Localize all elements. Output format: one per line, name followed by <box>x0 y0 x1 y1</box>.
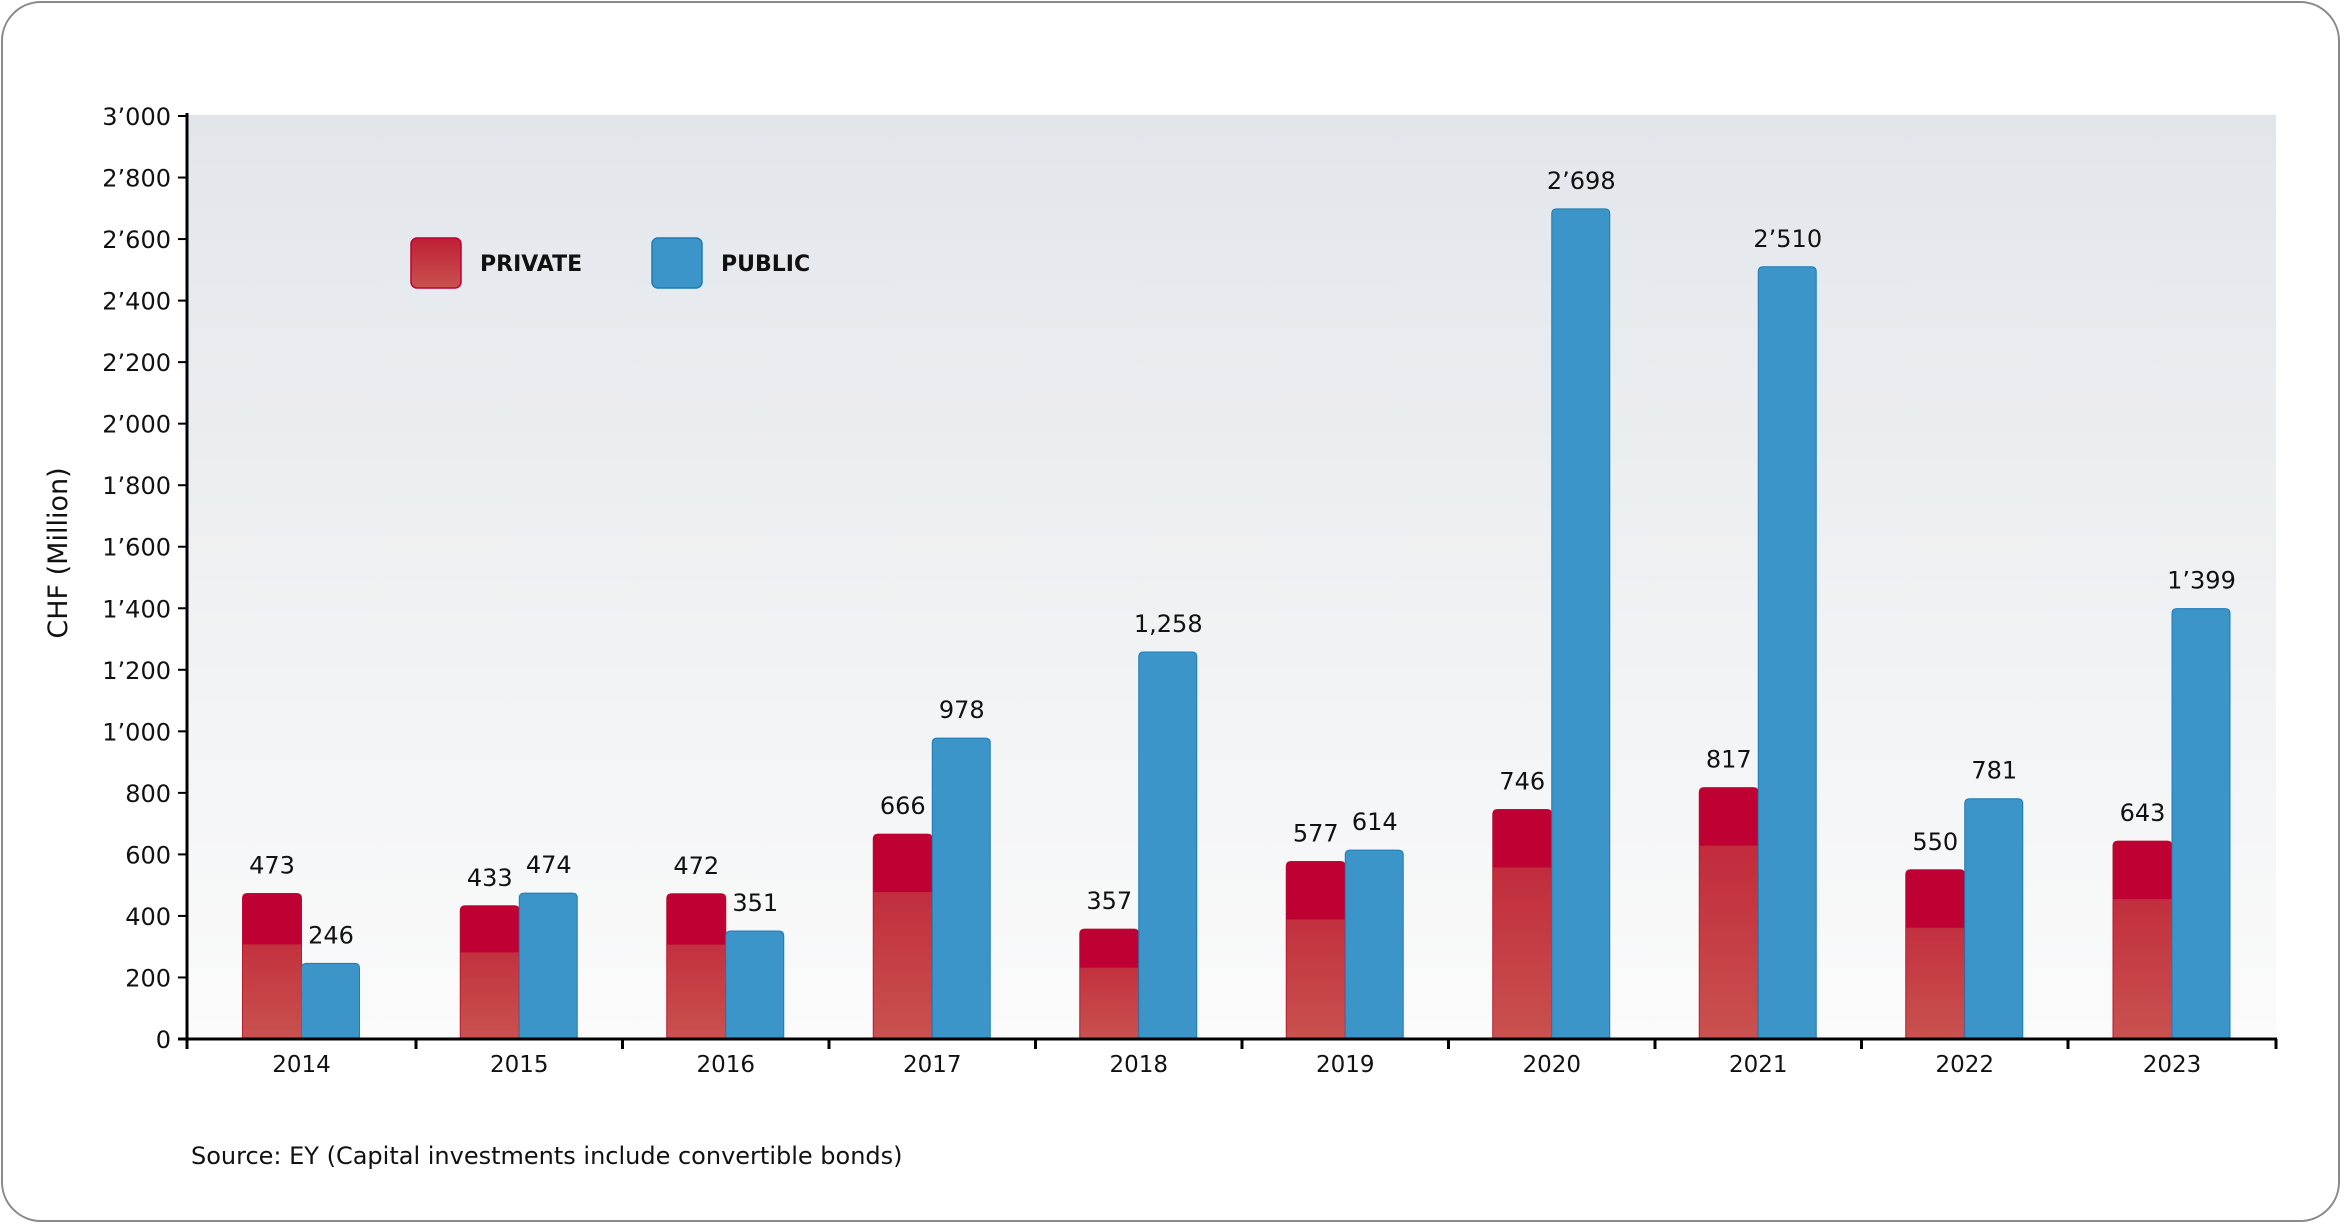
legend-swatch-public <box>651 237 703 289</box>
axes-group <box>178 113 2278 1049</box>
value-label-public-2016: 351 <box>732 889 778 917</box>
x-ticks-group: 2014 2015 2016 2017 2018 2019 2020 2021 2022 2023 <box>272 1052 2201 1078</box>
value-label-public-2018: 1,258 <box>1134 610 1203 638</box>
bar-private-top-band <box>1079 929 1139 968</box>
bar-public-2020 <box>1551 208 1611 1040</box>
x-tick-label-2020: 2020 <box>1522 1052 1581 1078</box>
bar-private-top-band <box>242 893 302 945</box>
value-labels-group: 473 246 433 474 472 351 666 978 357 1,258 577 614 74… <box>249 167 2236 949</box>
x-tick-label-2015: 2015 <box>490 1052 549 1078</box>
value-label-public-2023: 1’399 <box>2167 567 2236 595</box>
value-label-private-2022: 550 <box>1912 828 1958 856</box>
y-tick-label: 2’000 <box>102 411 171 439</box>
x-tick-label-2014: 2014 <box>272 1052 331 1078</box>
bar-private-top-band <box>1492 809 1552 868</box>
source-note: Source: EY (Capital investments include … <box>191 1142 903 1170</box>
bar-private-2018 <box>1079 928 1140 1040</box>
x-tick-label-2022: 2022 <box>1935 1052 1994 1078</box>
value-label-public-2019: 614 <box>1352 808 1398 836</box>
bar-public-2017 <box>931 737 991 1040</box>
bar-private-top-band <box>1905 869 1965 928</box>
y-tick-label: 1’200 <box>102 657 171 685</box>
bar-private-2021 <box>1698 787 1759 1040</box>
bar-public-2018 <box>1138 651 1198 1040</box>
y-axis-label: CHF (Million) <box>43 467 74 638</box>
y-tick-label: 2’200 <box>102 349 171 377</box>
y-tick-label: 2’600 <box>102 226 171 254</box>
y-tick-label: 0 <box>156 1026 171 1054</box>
y-tick-label: 600 <box>125 841 171 869</box>
bar-private-2017 <box>872 833 933 1040</box>
value-label-public-2021: 2’510 <box>1753 225 1822 253</box>
value-label-private-2019: 577 <box>1293 819 1339 847</box>
bar-private-2016 <box>666 893 727 1040</box>
bar-private-2022 <box>1905 869 1966 1040</box>
bar-private-2014 <box>242 892 302 1040</box>
bar-private-top-band <box>666 893 726 945</box>
legend-swatch-private <box>410 237 462 289</box>
bar-private-top-band <box>1286 861 1346 920</box>
y-tick-label: 400 <box>125 903 171 931</box>
y-tick-label: 800 <box>125 780 171 808</box>
value-label-private-2020: 746 <box>1499 767 1545 795</box>
bar-public-2015 <box>518 892 578 1040</box>
value-label-private-2017: 666 <box>880 792 926 820</box>
legend-item-private[interactable]: PRIVATE <box>410 237 582 289</box>
y-tick-label: 1’000 <box>102 718 171 746</box>
legend-item-public[interactable]: PUBLIC <box>651 237 810 289</box>
bar-private-2023 <box>2112 840 2173 1040</box>
bars-group <box>242 208 2231 1040</box>
bar-public-2014 <box>301 962 360 1040</box>
bar-public-2022 <box>1964 798 2024 1040</box>
value-label-public-2017: 978 <box>939 696 985 724</box>
value-label-private-2021: 817 <box>1706 746 1752 774</box>
x-tick-label-2016: 2016 <box>696 1052 755 1078</box>
bar-public-2016 <box>725 930 785 1040</box>
value-label-public-2014: 246 <box>308 921 354 949</box>
y-tick-label: 2’400 <box>102 288 171 316</box>
y-tick-label: 1’400 <box>102 595 171 623</box>
bar-private-top-band <box>460 905 520 953</box>
bar-private-top-band <box>873 834 933 893</box>
value-label-public-2020: 2’698 <box>1547 167 1616 195</box>
x-tick-label-2023: 2023 <box>2143 1052 2202 1078</box>
y-tick-label: 200 <box>125 964 171 992</box>
x-tick-label-2021: 2021 <box>1729 1052 1788 1078</box>
y-tick-label: 1’800 <box>102 472 171 500</box>
value-label-public-2015: 474 <box>526 851 572 879</box>
legend-label-private: PRIVATE <box>480 252 582 277</box>
legend-label-public: PUBLIC <box>721 252 810 277</box>
bar-public-2019 <box>1344 849 1404 1040</box>
y-tick-label: 1’600 <box>102 534 171 562</box>
legend: PRIVATE PUBLIC <box>410 237 810 289</box>
x-tick-label-2018: 2018 <box>1109 1052 1168 1078</box>
value-label-public-2022: 781 <box>1971 757 2017 785</box>
value-label-private-2015: 433 <box>467 864 513 892</box>
bar-private-top-band <box>2113 841 2172 900</box>
value-label-private-2018: 357 <box>1086 887 1132 915</box>
bar-private-2020 <box>1492 808 1553 1040</box>
y-tick-label: 2’800 <box>102 165 171 193</box>
bar-public-2021 <box>1757 266 1817 1040</box>
bar-private-top-band <box>1699 787 1759 846</box>
value-label-private-2016: 472 <box>673 852 719 880</box>
bar-public-2023 <box>2171 608 2231 1040</box>
value-label-private-2023: 643 <box>2120 799 2166 827</box>
value-label-private-2014: 473 <box>249 851 295 879</box>
y-tick-label: 3’000 <box>102 103 171 131</box>
bar-private-2019 <box>1285 860 1346 1040</box>
x-tick-label-2019: 2019 <box>1316 1052 1375 1078</box>
bar-private-2015 <box>459 905 520 1040</box>
y-ticks-group: 0 200 400 600 800 1’000 1’200 1’400 1’600 1’800 2’… <box>102 103 187 1054</box>
x-tick-label-2017: 2017 <box>903 1052 962 1078</box>
